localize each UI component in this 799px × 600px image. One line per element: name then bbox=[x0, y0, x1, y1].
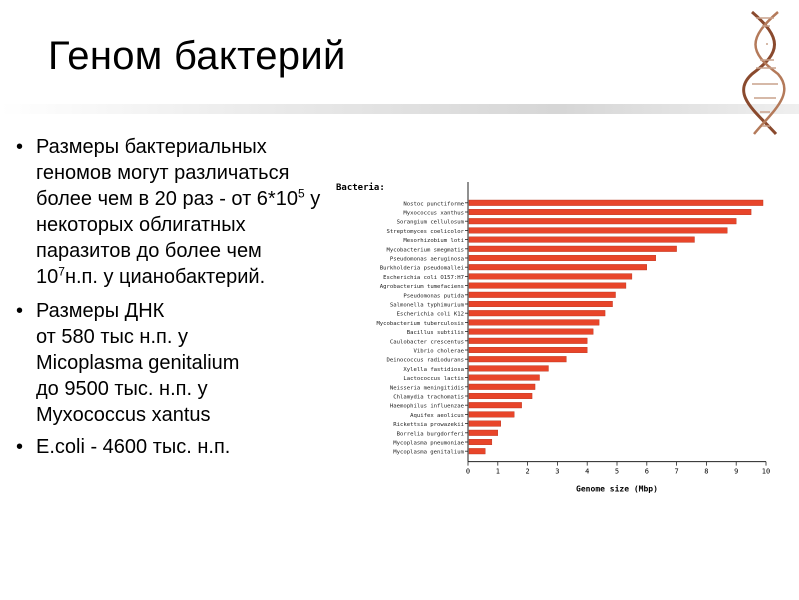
category-label: Caulobacter crescentus bbox=[390, 339, 464, 345]
bar bbox=[468, 439, 493, 446]
dna-helix-icon bbox=[742, 10, 786, 136]
bullet-line: Micoplasma genitalium bbox=[36, 352, 240, 374]
title-divider bbox=[0, 104, 799, 114]
category-label: Salmonella typhimurium bbox=[390, 303, 465, 309]
exponent: 5 bbox=[297, 186, 305, 201]
category-label: Mycoplasma pneumoniae bbox=[393, 441, 464, 447]
bar bbox=[468, 218, 737, 225]
category-label: Neisseria meningitidis bbox=[390, 385, 464, 391]
chart-group-label: Bacteria: bbox=[336, 182, 385, 193]
x-tick-label: 10 bbox=[762, 468, 770, 476]
bar bbox=[468, 245, 677, 252]
bar bbox=[468, 411, 515, 418]
category-label: Lactococcus lactis bbox=[403, 376, 464, 382]
bullet-text-part: н.п. у цианобактерий. bbox=[64, 266, 266, 288]
bar bbox=[468, 365, 549, 372]
bar bbox=[468, 209, 752, 216]
category-label: Escherichia coli O157:H7 bbox=[383, 275, 464, 281]
bar bbox=[468, 402, 522, 409]
x-tick-label: 0 bbox=[466, 468, 470, 476]
bullet-text-part: Размеры бактериальных геномов могут разл… bbox=[36, 136, 298, 210]
exponent: 7 bbox=[58, 264, 65, 279]
bar bbox=[468, 356, 567, 363]
x-tick-label: 8 bbox=[704, 468, 708, 476]
category-label: Borrelia burgdorferi bbox=[397, 431, 464, 437]
category-label: Deinococcus radiodurans bbox=[387, 358, 464, 364]
x-tick-label: 2 bbox=[525, 468, 529, 476]
category-label: Pseudomonas putida bbox=[403, 293, 464, 299]
category-label: Sorangium cellulosum bbox=[397, 220, 465, 226]
bullet-genome-range: • Размеры бактериальных геномов могут ра… bbox=[16, 134, 326, 290]
bar bbox=[468, 199, 764, 206]
x-tick-label: 6 bbox=[645, 468, 649, 476]
bar bbox=[468, 337, 588, 344]
bar bbox=[468, 310, 606, 317]
x-tick-label: 4 bbox=[585, 468, 589, 476]
category-label: Burkholderia pseudomallei bbox=[380, 266, 464, 272]
x-axis-title: Genome size (Mbp) bbox=[576, 484, 658, 494]
bar bbox=[468, 420, 501, 427]
category-label: Nostoc punctiforme bbox=[403, 201, 464, 207]
bar bbox=[468, 328, 594, 335]
bullet-line: от 580 тыс н.п. у bbox=[36, 326, 188, 348]
bullet-text: E.coli - 4600 тыс. н.п. bbox=[36, 436, 231, 458]
category-label: Haemophilus influenzae bbox=[390, 404, 465, 410]
x-tick-label: 1 bbox=[496, 468, 500, 476]
bar bbox=[468, 291, 616, 298]
genome-size-bar-chart: Bacteria: Nostoc punctiforme Myxococcus xa… bbox=[336, 182, 770, 494]
category-label: Chlamydia trachomatis bbox=[393, 395, 464, 401]
bullet-marker: • bbox=[16, 436, 24, 458]
category-label: Escherichia coli K12 bbox=[397, 312, 464, 318]
bullet-line: Myxococcus xantus bbox=[36, 404, 211, 426]
bullet-text-part: у некоторых облигатных паразитов до боле… bbox=[36, 188, 321, 288]
bar bbox=[468, 429, 498, 436]
x-tick-label: 9 bbox=[734, 468, 738, 476]
bullet-text: Размеры ДНК bbox=[36, 300, 165, 322]
category-label: Aquifex aeolicus bbox=[410, 413, 464, 419]
x-tick-label: 7 bbox=[674, 468, 678, 476]
bullet-marker: • bbox=[16, 300, 24, 322]
bar bbox=[468, 319, 600, 326]
category-label: Streptomyces coelicolor bbox=[387, 229, 465, 235]
bullet-text: Размеры бактериальных геномов могут разл… bbox=[36, 134, 326, 290]
bullet-marker: • bbox=[16, 136, 24, 158]
category-label: Agrobacterium tumefaciens bbox=[380, 284, 464, 290]
category-label: Xylella fastidiosa bbox=[403, 367, 464, 373]
slide-title: Геном бактерий bbox=[48, 34, 346, 78]
bullet-ecoli: • E.coli - 4600 тыс. н.п. bbox=[16, 434, 326, 460]
category-label: Myxococcus xanthus bbox=[403, 211, 464, 217]
bullet-list: • Размеры бактериальных геномов могут ра… bbox=[16, 134, 326, 460]
category-label: Rickettsia prowazekii bbox=[393, 422, 464, 428]
bullet-line: до 9500 тыс. н.п. у bbox=[36, 378, 208, 400]
bar bbox=[468, 346, 588, 353]
bar bbox=[468, 383, 536, 390]
bar bbox=[468, 273, 633, 280]
category-label: Mesorhizobium loti bbox=[403, 238, 464, 244]
category-label: Bacillus subtilis bbox=[407, 330, 464, 336]
category-label: Mycobacterium tuberculosis bbox=[376, 321, 464, 327]
bar bbox=[468, 300, 613, 307]
category-label: Vibrio cholerae bbox=[413, 349, 464, 355]
bar bbox=[468, 236, 695, 243]
bar bbox=[468, 392, 533, 399]
bar bbox=[468, 282, 627, 289]
bar bbox=[468, 374, 540, 381]
x-tick-label: 5 bbox=[615, 468, 619, 476]
bar bbox=[468, 448, 486, 455]
bullet-dna-size: • Размеры ДНК bbox=[16, 298, 326, 324]
bar bbox=[468, 227, 728, 234]
bar bbox=[468, 254, 656, 261]
category-label: Mycoplasma genitalium bbox=[393, 450, 464, 456]
category-label: Mycobacterium smegmatis bbox=[387, 247, 464, 253]
x-tick-label: 3 bbox=[555, 468, 559, 476]
category-label: Pseudomonas aeruginosa bbox=[390, 257, 464, 263]
bar bbox=[468, 264, 648, 271]
